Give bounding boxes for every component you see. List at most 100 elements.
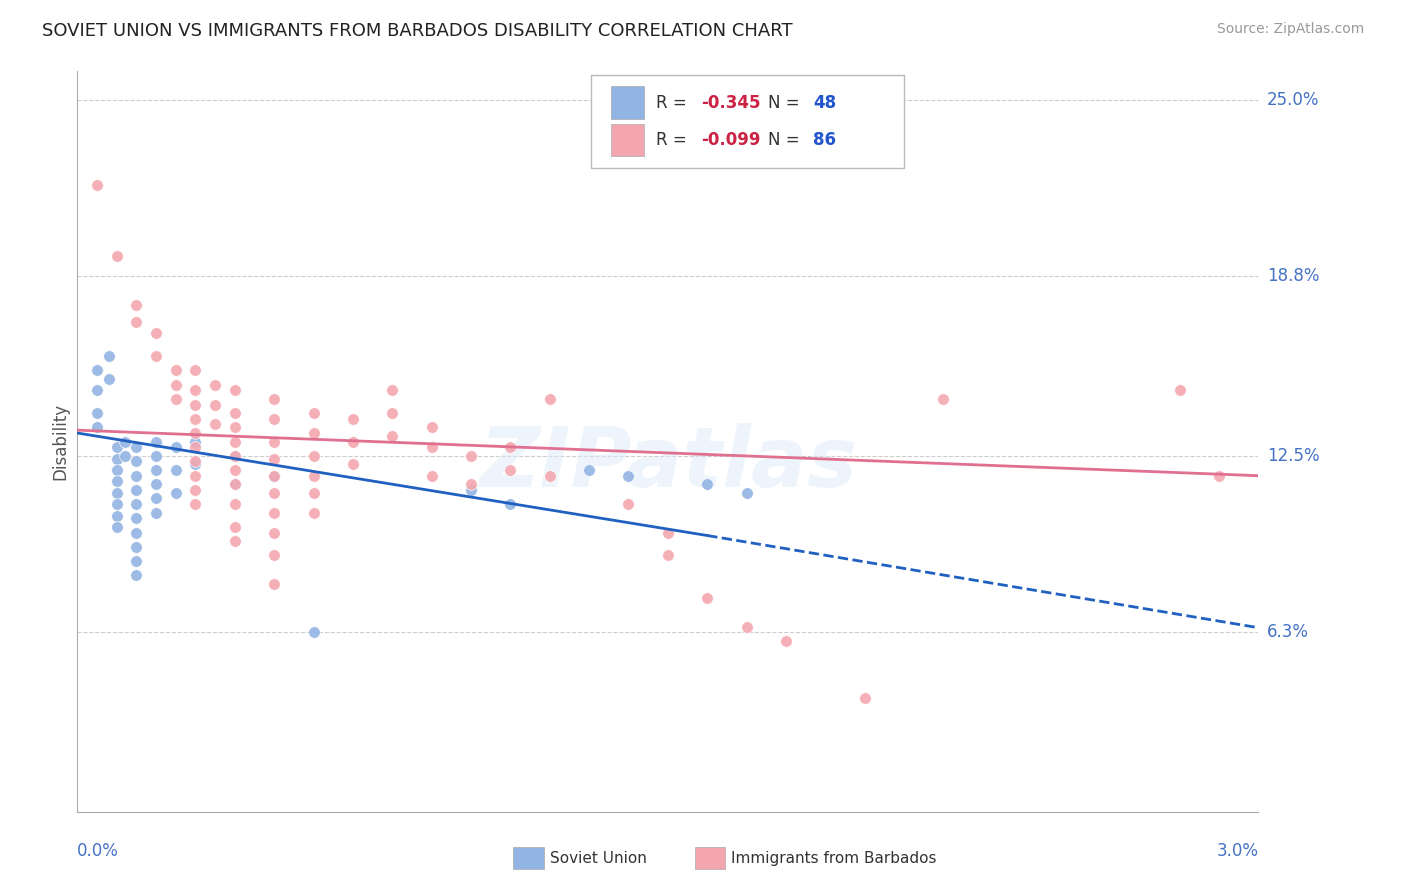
Point: [114, 434, 136, 449]
Point: [105, 463, 128, 477]
Text: R =: R =: [657, 131, 692, 149]
Point: [263, 506, 285, 520]
Point: [224, 534, 246, 549]
Point: [165, 392, 187, 406]
Text: 48: 48: [813, 94, 837, 112]
Text: N =: N =: [768, 131, 806, 149]
Point: [125, 440, 148, 454]
Point: [263, 525, 285, 540]
Point: [105, 485, 128, 500]
Point: [263, 577, 285, 591]
Point: [302, 449, 325, 463]
Point: [420, 440, 443, 454]
Point: [224, 384, 246, 398]
Point: [204, 417, 226, 432]
Point: [224, 449, 246, 463]
Text: Source: ZipAtlas.com: Source: ZipAtlas.com: [1216, 22, 1364, 37]
Point: [145, 491, 167, 506]
Point: [932, 392, 955, 406]
Point: [86, 363, 108, 377]
Point: [1168, 384, 1191, 398]
Point: [853, 690, 876, 705]
Point: [86, 420, 108, 434]
Point: [184, 384, 207, 398]
Point: [302, 406, 325, 420]
Point: [184, 363, 207, 377]
Point: [125, 540, 148, 554]
Point: [499, 463, 522, 477]
Point: [125, 298, 148, 312]
Point: [657, 549, 679, 563]
Point: [263, 392, 285, 406]
Point: [125, 511, 148, 525]
Point: [302, 625, 325, 640]
Point: [165, 485, 187, 500]
Point: [114, 449, 136, 463]
Text: 6.3%: 6.3%: [1267, 624, 1309, 641]
Point: [145, 349, 167, 363]
Point: [224, 477, 246, 491]
Point: [263, 451, 285, 466]
Point: [657, 525, 679, 540]
Point: [224, 520, 246, 534]
Point: [184, 483, 207, 497]
Point: [302, 468, 325, 483]
Point: [302, 506, 325, 520]
Point: [184, 425, 207, 440]
Point: [105, 520, 128, 534]
Point: [302, 425, 325, 440]
Text: Immigrants from Barbados: Immigrants from Barbados: [731, 851, 936, 865]
Point: [420, 420, 443, 434]
Point: [184, 497, 207, 511]
Point: [97, 349, 120, 363]
Point: [125, 497, 148, 511]
Point: [86, 406, 108, 420]
Text: ZIPatlas: ZIPatlas: [479, 423, 856, 504]
Point: [145, 477, 167, 491]
Point: [263, 411, 285, 425]
Point: [224, 420, 246, 434]
Point: [499, 440, 522, 454]
Point: [145, 449, 167, 463]
Point: [105, 497, 128, 511]
Point: [735, 485, 758, 500]
Point: [125, 483, 148, 497]
Point: [224, 497, 246, 511]
Point: [105, 250, 128, 264]
Point: [224, 449, 246, 463]
Point: [125, 525, 148, 540]
Text: 86: 86: [813, 131, 837, 149]
Y-axis label: Disability: Disability: [51, 403, 69, 480]
Point: [538, 392, 561, 406]
Point: [125, 568, 148, 582]
Point: [165, 363, 187, 377]
Point: [145, 463, 167, 477]
Text: -0.345: -0.345: [702, 94, 761, 112]
Point: [105, 440, 128, 454]
Text: 0.0%: 0.0%: [77, 842, 120, 860]
Point: [184, 411, 207, 425]
Point: [460, 449, 482, 463]
Point: [617, 497, 640, 511]
Text: 3.0%: 3.0%: [1216, 842, 1258, 860]
Point: [381, 429, 404, 443]
Point: [145, 326, 167, 341]
Point: [125, 468, 148, 483]
Point: [420, 468, 443, 483]
Point: [617, 468, 640, 483]
Point: [460, 477, 482, 491]
Point: [696, 477, 718, 491]
Point: [204, 398, 226, 412]
Point: [224, 477, 246, 491]
Point: [342, 434, 364, 449]
Point: [263, 485, 285, 500]
Text: 25.0%: 25.0%: [1267, 91, 1319, 109]
Point: [105, 508, 128, 523]
Point: [97, 372, 120, 386]
Point: [184, 398, 207, 412]
Point: [184, 440, 207, 454]
FancyBboxPatch shape: [612, 87, 644, 119]
Point: [696, 591, 718, 606]
Point: [538, 468, 561, 483]
Point: [499, 497, 522, 511]
